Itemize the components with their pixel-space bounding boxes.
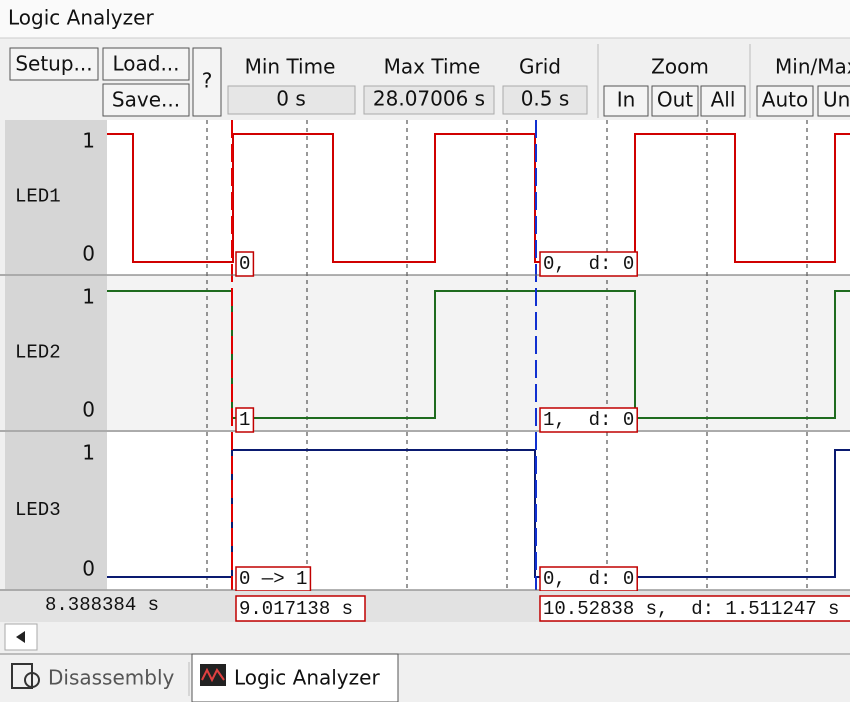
min-time-field xyxy=(227,85,356,115)
max-time-value: 28.07006 s xyxy=(373,87,485,111)
min-time-value: 0 s xyxy=(276,87,306,111)
zoom-out-button[interactable] xyxy=(651,85,699,117)
signal-name: LED3 xyxy=(15,499,61,521)
zoom-in-button[interactable] xyxy=(603,85,649,117)
high-label: 1 xyxy=(82,129,95,153)
cursor-value: 0 —> 1 xyxy=(239,568,307,590)
cursor-value: 0, d: 0 xyxy=(543,568,634,590)
undo-label[interactable]: Un xyxy=(823,88,850,112)
zoom-out-label[interactable]: Out xyxy=(657,88,693,112)
signal-name-panel xyxy=(5,432,107,589)
help-label[interactable]: ? xyxy=(202,69,213,93)
mouse-time: 8.388384 s xyxy=(45,594,159,616)
auto-button[interactable] xyxy=(756,85,814,117)
save-button[interactable] xyxy=(102,83,190,117)
window-title: Logic Analyzer xyxy=(8,6,154,30)
grid-value: 0.5 s xyxy=(521,87,570,111)
low-label: 0 xyxy=(82,242,95,266)
cursor-value-box xyxy=(235,251,255,277)
help-button[interactable] xyxy=(192,47,222,117)
cursor-value: 1 xyxy=(239,409,250,431)
cursor-value: 0 xyxy=(239,253,250,275)
load-button[interactable] xyxy=(102,47,190,81)
signal-name: LED1 xyxy=(15,186,61,208)
grid-field xyxy=(502,85,588,115)
zoom-in-label[interactable]: In xyxy=(617,88,636,112)
arrow-icon xyxy=(16,631,25,643)
cursor-time-box xyxy=(235,595,366,622)
cursor-time-box xyxy=(539,595,850,622)
waveform xyxy=(107,133,850,263)
max-time-field xyxy=(363,85,495,115)
cursor-value-box xyxy=(539,251,638,277)
disassembly-icon xyxy=(24,672,40,688)
undo-button[interactable] xyxy=(817,85,850,117)
low-label: 0 xyxy=(82,398,95,422)
low-label: 0 xyxy=(82,557,95,581)
zoom-all-button[interactable] xyxy=(700,85,746,117)
min-max-label: Min/Max xyxy=(775,55,850,79)
grid-label: Grid xyxy=(519,55,561,79)
cursor1-time: 9.017138 s xyxy=(239,598,353,620)
disassembly-icon xyxy=(11,663,33,689)
cursor2-time: 10.52838 s, d: 1.511247 s xyxy=(543,598,839,620)
scrollbar[interactable] xyxy=(0,622,850,652)
signal-name-panel xyxy=(5,120,107,274)
auto-label[interactable]: Auto xyxy=(762,88,808,112)
setup-button[interactable] xyxy=(9,47,99,81)
title-bar xyxy=(0,0,850,38)
save-label[interactable]: Save... xyxy=(112,88,180,112)
zoom-all-label[interactable]: All xyxy=(711,88,736,112)
max-time-label: Max Time xyxy=(384,55,481,79)
logic-analyzer-icon xyxy=(201,667,225,683)
grid xyxy=(206,120,808,590)
cursor-value-box xyxy=(235,407,255,433)
signal-name: LED2 xyxy=(15,342,61,364)
cursor-value-box xyxy=(539,407,638,433)
row-background xyxy=(107,432,850,590)
zoom-label: Zoom xyxy=(651,55,709,79)
row-background xyxy=(107,276,850,431)
high-label: 1 xyxy=(82,285,95,309)
tab-label[interactable]: Disassembly xyxy=(48,666,175,690)
active-tab[interactable] xyxy=(191,653,399,702)
cursor-value: 0, d: 0 xyxy=(543,253,634,275)
high-label: 1 xyxy=(82,441,95,465)
signal-name-panel xyxy=(5,276,107,430)
row-background xyxy=(107,120,850,275)
cursor-value: 1, d: 0 xyxy=(543,409,634,431)
min-time-label: Min Time xyxy=(245,55,336,79)
setup-label[interactable]: Setup... xyxy=(15,52,92,76)
tab-label[interactable]: Logic Analyzer xyxy=(234,666,380,690)
load-label[interactable]: Load... xyxy=(112,52,179,76)
